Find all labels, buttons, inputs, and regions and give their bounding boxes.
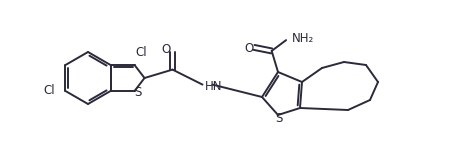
Text: Cl: Cl [44, 85, 55, 98]
Text: S: S [134, 87, 141, 100]
Text: HN: HN [204, 80, 222, 93]
Text: NH₂: NH₂ [292, 32, 314, 45]
Text: Cl: Cl [136, 46, 148, 59]
Text: S: S [275, 112, 283, 125]
Text: O: O [161, 43, 170, 56]
Text: O: O [244, 42, 254, 55]
